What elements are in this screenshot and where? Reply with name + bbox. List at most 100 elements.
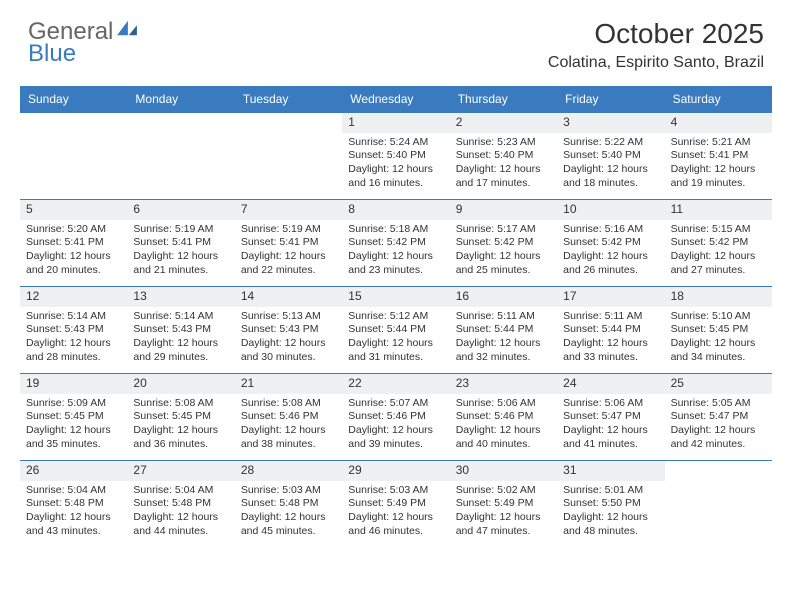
daylight-line: Daylight: 12 hours and 48 minutes. xyxy=(563,511,658,538)
daylight-line: Daylight: 12 hours and 31 minutes. xyxy=(348,337,443,364)
daylight-line: Daylight: 12 hours and 41 minutes. xyxy=(563,424,658,451)
daylight-line: Daylight: 12 hours and 27 minutes. xyxy=(671,250,766,277)
calendar-day: 5Sunrise: 5:20 AMSunset: 5:41 PMDaylight… xyxy=(20,200,127,286)
sunset-line: Sunset: 5:46 PM xyxy=(241,410,336,424)
day-number: 28 xyxy=(235,461,342,481)
month-title: October 2025 xyxy=(548,18,764,50)
logo-sail-icon xyxy=(115,18,139,42)
sunrise-line: Sunrise: 5:06 AM xyxy=(456,397,551,411)
day-number: 26 xyxy=(20,461,127,481)
sunrise-line: Sunrise: 5:08 AM xyxy=(133,397,228,411)
sunset-line: Sunset: 5:46 PM xyxy=(456,410,551,424)
sunrise-line: Sunrise: 5:14 AM xyxy=(26,310,121,324)
day-number: 8 xyxy=(342,200,449,220)
sunrise-line: Sunrise: 5:24 AM xyxy=(348,136,443,150)
day-number: 17 xyxy=(557,287,664,307)
calendar-day: 17Sunrise: 5:11 AMSunset: 5:44 PMDayligh… xyxy=(557,287,664,373)
day-number: 4 xyxy=(665,113,772,133)
calendar-day: 19Sunrise: 5:09 AMSunset: 5:45 PMDayligh… xyxy=(20,374,127,460)
calendar-empty-cell xyxy=(20,113,127,199)
day-header-sunday: Sunday xyxy=(20,86,127,112)
day-header-saturday: Saturday xyxy=(665,86,772,112)
daylight-line: Daylight: 12 hours and 22 minutes. xyxy=(241,250,336,277)
sunset-line: Sunset: 5:45 PM xyxy=(671,323,766,337)
sunset-line: Sunset: 5:41 PM xyxy=(241,236,336,250)
day-number: 18 xyxy=(665,287,772,307)
sunrise-line: Sunrise: 5:16 AM xyxy=(563,223,658,237)
day-number: 11 xyxy=(665,200,772,220)
calendar-day: 1Sunrise: 5:24 AMSunset: 5:40 PMDaylight… xyxy=(342,113,449,199)
calendar-body: 1 Sunrise: 5:24 AMSunset: 5:40 PM Daylight… xyxy=(20,112,772,547)
calendar-day: 29Sunrise: 5:03 AMSunset: 5:49 PMDayligh… xyxy=(342,461,449,547)
calendar-day: 15Sunrise: 5:12 AMSunset: 5:44 PMDayligh… xyxy=(342,287,449,373)
day-number: 7 xyxy=(235,200,342,220)
sunrise-line: Sunrise: 5:19 AM xyxy=(241,223,336,237)
calendar-day: 14Sunrise: 5:13 AMSunset: 5:43 PMDayligh… xyxy=(235,287,342,373)
day-number: 31 xyxy=(557,461,664,481)
daylight-line: Daylight: 12 hours and 34 minutes. xyxy=(671,337,766,364)
calendar-day: 25Sunrise: 5:05 AMSunset: 5:47 PMDayligh… xyxy=(665,374,772,460)
sunrise-line: Sunrise: 5:20 AM xyxy=(26,223,121,237)
sunset-line: Sunset: 5:47 PM xyxy=(563,410,658,424)
sunset-line: Sunset: 5:40 PM xyxy=(348,149,443,163)
calendar-day: 20Sunrise: 5:08 AMSunset: 5:45 PMDayligh… xyxy=(127,374,234,460)
day-number: 23 xyxy=(450,374,557,394)
day-number: 2 xyxy=(450,113,557,133)
sunset-line: Sunset: 5:48 PM xyxy=(241,497,336,511)
day-number: 27 xyxy=(127,461,234,481)
day-header-monday: Monday xyxy=(127,86,234,112)
day-number: 24 xyxy=(557,374,664,394)
calendar-day: 12Sunrise: 5:14 AMSunset: 5:43 PMDayligh… xyxy=(20,287,127,373)
day-number: 12 xyxy=(20,287,127,307)
sunrise-line: Sunrise: 5:08 AM xyxy=(241,397,336,411)
sunrise-line: Sunrise: 5:18 AM xyxy=(348,223,443,237)
day-number: 14 xyxy=(235,287,342,307)
sunrise-line: Sunrise: 5:01 AM xyxy=(563,484,658,498)
calendar-day: 13Sunrise: 5:14 AMSunset: 5:43 PMDayligh… xyxy=(127,287,234,373)
daylight-line: Daylight: 12 hours and 33 minutes. xyxy=(563,337,658,364)
sunrise-line: Sunrise: 5:11 AM xyxy=(456,310,551,324)
daylight-line: Daylight: 12 hours and 18 minutes. xyxy=(563,163,658,190)
day-number: 29 xyxy=(342,461,449,481)
daylight-line: Daylight: 12 hours and 23 minutes. xyxy=(348,250,443,277)
daylight-line: Daylight: 12 hours and 30 minutes. xyxy=(241,337,336,364)
title-block: October 2025 Colatina, Espirito Santo, B… xyxy=(548,18,764,72)
calendar-day: 6Sunrise: 5:19 AMSunset: 5:41 PMDaylight… xyxy=(127,200,234,286)
sunrise-line: Sunrise: 5:15 AM xyxy=(671,223,766,237)
sunset-line: Sunset: 5:47 PM xyxy=(671,410,766,424)
calendar-week: 1 Sunrise: 5:24 AMSunset: 5:40 PM Daylight… xyxy=(20,112,772,199)
daylight-line: Daylight: 12 hours and 40 minutes. xyxy=(456,424,551,451)
calendar-day: 8Sunrise: 5:18 AMSunset: 5:42 PMDaylight… xyxy=(342,200,449,286)
daylight-line: Daylight: 12 hours and 21 minutes. xyxy=(133,250,228,277)
calendar-day: 22Sunrise: 5:07 AMSunset: 5:46 PMDayligh… xyxy=(342,374,449,460)
daylight-line: Daylight: 12 hours and 38 minutes. xyxy=(241,424,336,451)
day-header-wednesday: Wednesday xyxy=(342,86,449,112)
day-number: 5 xyxy=(20,200,127,220)
calendar-week: 12Sunrise: 5:14 AMSunset: 5:43 PMDayligh… xyxy=(20,286,772,373)
sunrise-line: Sunrise: 5:21 AM xyxy=(671,136,766,150)
sunset-line: Sunset: 5:46 PM xyxy=(348,410,443,424)
daylight-line: Daylight: 12 hours and 45 minutes. xyxy=(241,511,336,538)
sunrise-line: Sunrise: 5:02 AM xyxy=(456,484,551,498)
daylight-line: Daylight: 12 hours and 39 minutes. xyxy=(348,424,443,451)
daylight-line: Daylight: 12 hours and 43 minutes. xyxy=(26,511,121,538)
calendar-week: 19Sunrise: 5:09 AMSunset: 5:45 PMDayligh… xyxy=(20,373,772,460)
day-number: 30 xyxy=(450,461,557,481)
calendar-day: 23 Sunrise: 5:06 AMSunset: 5:46 PMDayligh… xyxy=(450,374,557,460)
day-number: 1 xyxy=(342,113,449,133)
calendar: Sunday Monday Tuesday Wednesday Thursday… xyxy=(20,86,772,547)
sunset-line: Sunset: 5:48 PM xyxy=(133,497,228,511)
daylight-line: Daylight: 12 hours and 26 minutes. xyxy=(563,250,658,277)
sunset-line: Sunset: 5:45 PM xyxy=(133,410,228,424)
daylight-line: Daylight: 12 hours and 28 minutes. xyxy=(26,337,121,364)
day-number: 13 xyxy=(127,287,234,307)
calendar-day: 9Sunrise: 5:17 AMSunset: 5:42 PMDaylight… xyxy=(450,200,557,286)
daylight-line: Daylight: 12 hours and 42 minutes. xyxy=(671,424,766,451)
calendar-empty-cell xyxy=(235,113,342,199)
day-number: 22 xyxy=(342,374,449,394)
sunrise-line: Sunrise: 5:23 AM xyxy=(456,136,551,150)
sunrise-line: Sunrise: 5:06 AM xyxy=(563,397,658,411)
sunrise-line: Sunrise: 5:12 AM xyxy=(348,310,443,324)
sunset-line: Sunset: 5:49 PM xyxy=(456,497,551,511)
day-header-friday: Friday xyxy=(557,86,664,112)
